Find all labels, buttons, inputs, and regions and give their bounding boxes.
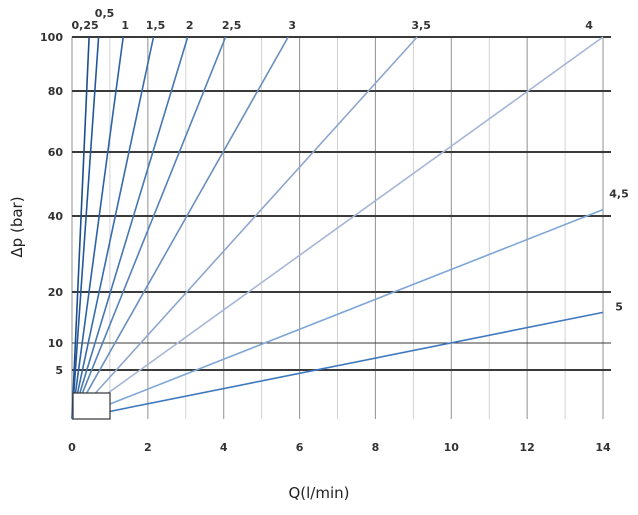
y-tick-label: 80 [48,85,64,98]
curve-label-1: 1 [121,19,129,32]
x-tick-label: 14 [595,441,611,454]
y-tick-label: 60 [48,146,64,159]
y-tick-label: 20 [48,286,64,299]
curve-label-2: 2 [186,19,194,32]
curve-label-3: 3 [288,19,296,32]
series-lines [71,36,604,420]
y-tick-labels: 5 10 20 40 60 80 100 [40,31,63,377]
curve-label-3-5: 3,5 [411,19,431,32]
grid [71,36,611,419]
x-axis-label: Q(l/min) [288,484,350,502]
series-line-4 [71,36,604,420]
y-tick-label: 40 [48,210,64,223]
x-tick-label: 12 [520,441,535,454]
x-tick-label: 2 [144,441,152,454]
x-tick-label: 6 [296,441,304,454]
x-tick-label: 8 [372,441,380,454]
series-line-4-5 [71,208,604,420]
y-tick-label: 5 [55,364,63,377]
y-tick-label: 10 [48,337,64,350]
series-line-3 [71,36,289,420]
curve-label-2-5: 2,5 [222,19,242,32]
series-line-3-5 [71,36,418,420]
x-tick-labels: 0 2 4 6 8 10 12 14 [68,441,611,454]
curve-label-0-5: 0,5 [95,7,115,20]
series-line-2-5 [71,36,227,420]
x-tick-label: 10 [444,441,460,454]
x-tick-label: 0 [68,441,76,454]
series-line-1 [71,36,124,420]
series-line-0-5 [71,36,100,420]
origin-box [72,392,111,420]
series-line-1-5 [71,36,155,420]
series-line-2 [71,36,189,420]
curve-label-4: 4 [585,19,593,32]
y-axis-label: Δp (bar) [8,196,26,258]
series-line-0-25 [71,36,90,420]
curve-label-0-25: 0,25 [71,19,98,32]
x-tick-label: 4 [220,441,228,454]
curve-label-1-5: 1,5 [146,19,166,32]
curve-labels: 0,250,5 1 1,5 2 2,5 3 3,5 4 4,5 5 [71,7,628,313]
curve-label-4-5: 4,5 [609,188,629,201]
y-tick-label: 100 [40,31,63,44]
curve-label-5: 5 [615,300,623,313]
series-line-5 [71,311,604,420]
